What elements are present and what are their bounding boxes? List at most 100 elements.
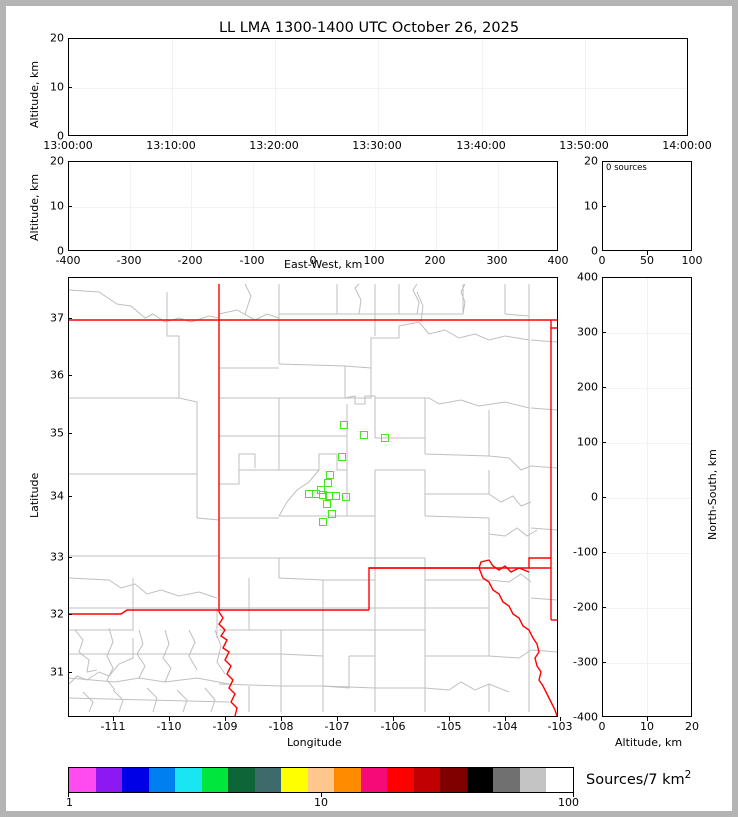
source-marker [360, 431, 368, 439]
axis-tick-label: -110 [156, 720, 182, 733]
axis-tick-mark [68, 614, 72, 615]
source-marker [338, 453, 346, 461]
gridline [275, 39, 276, 135]
axis-tick-mark [602, 497, 606, 498]
axis-tick-label: -400 [573, 710, 598, 724]
gridline [482, 39, 483, 135]
axis-tick-label: 10 [50, 199, 64, 213]
axis-tick-mark [68, 318, 72, 319]
axis-tick-mark [449, 717, 450, 721]
axis-tick-label: 13:30:00 [352, 139, 402, 152]
axis-tick-label: 0 [591, 490, 598, 504]
gridline [378, 39, 379, 135]
source-marker [324, 479, 332, 487]
axis-tick-label: 10 [584, 199, 598, 213]
axis-tick-label: 0 [57, 129, 64, 143]
axis-tick-label: 300 [577, 325, 598, 339]
colorbar-segment [69, 768, 96, 792]
colorbar-segment [519, 768, 547, 792]
axis-tick-label: 10 [50, 80, 64, 94]
gridline [130, 162, 131, 250]
colorbar-segment [122, 768, 149, 792]
axis-tick-mark [647, 717, 648, 721]
axis-tick-mark [68, 375, 72, 376]
axis-tick-label: 35 [50, 426, 64, 440]
colorbar-segment [493, 768, 520, 792]
axis-tick-label: 31 [50, 665, 64, 679]
axis-tick-mark [281, 717, 282, 721]
axis-tick-label: 0 [598, 254, 606, 267]
axis-tick-label: 32 [50, 607, 64, 621]
gridline [253, 162, 254, 250]
panel-time-altitude[interactable] [68, 38, 688, 136]
source-marker [381, 434, 389, 442]
colorbar-segment [254, 768, 282, 792]
colorbar-title-exponent: 2 [684, 769, 692, 781]
axis-tick-label: 13:50:00 [559, 139, 609, 152]
colorbar-segment [95, 768, 123, 792]
colorbar-segment [387, 768, 414, 792]
axis-title-x: Altitude, km [615, 736, 683, 749]
axis-tick-label: -100 [239, 254, 265, 267]
axis-tick-mark [68, 433, 72, 434]
colorbar-segment [413, 768, 441, 792]
source-marker [332, 492, 340, 500]
panel-altitude-histogram[interactable]: 0 sources [602, 161, 692, 251]
axis-tick-label: -200 [177, 254, 203, 267]
axis-title-y: Altitude, km [28, 60, 41, 128]
source-count-label: 0 sources [606, 163, 647, 173]
axis-tick-label: 13:10:00 [146, 139, 196, 152]
panel-altitude-northsouth[interactable] [602, 277, 692, 717]
axis-tick-label: -107 [324, 720, 350, 733]
gridline [191, 162, 192, 250]
colorbar-title-text: Sources/7 km [586, 771, 685, 788]
axis-tick-mark [602, 662, 606, 663]
axis-tick-label: 400 [547, 254, 569, 267]
source-marker [328, 510, 336, 518]
axis-tick-label: 300 [486, 254, 508, 267]
axis-tick-mark [68, 87, 72, 88]
colorbar-segment [546, 768, 573, 792]
source-marker [340, 421, 348, 429]
axis-tick-label: 33 [50, 550, 64, 564]
colorbar-segment [466, 768, 494, 792]
axis-tick-mark [560, 717, 561, 721]
gridline [498, 162, 499, 250]
panel-eastwest-altitude[interactable] [68, 161, 558, 251]
axis-tick-label: 0 [57, 244, 64, 258]
colorbar[interactable] [68, 767, 574, 793]
panel-map[interactable] [68, 277, 558, 717]
source-marker [323, 500, 331, 508]
colorbar-segment [334, 768, 361, 792]
axis-tick-label: 0 [591, 244, 598, 258]
axis-tick-label: 20 [50, 31, 64, 45]
axis-tick-label: 0 [309, 254, 317, 267]
axis-tick-mark [225, 717, 226, 721]
axis-tick-label: -108 [268, 720, 294, 733]
colorbar-segment [360, 768, 388, 792]
axis-tick-label: 13:00:00 [43, 139, 93, 152]
axis-tick-label: -300 [116, 254, 142, 267]
axis-tick-label: 200 [424, 254, 446, 267]
colorbar-segment [307, 768, 335, 792]
colorbar-segment [148, 768, 176, 792]
axis-title-y-right: North-South, km [706, 449, 719, 540]
page-title: LL LMA 1300-1400 UTC October 26, 2025 [218, 20, 520, 36]
gridline [314, 162, 315, 250]
axis-tick-label: -105 [436, 720, 462, 733]
axis-title-y: Altitude, km [28, 173, 41, 241]
axis-tick-mark [68, 672, 72, 673]
source-marker [319, 491, 327, 499]
source-marker [342, 493, 350, 501]
axis-tick-label: -103 [547, 720, 573, 733]
axis-tick-label: 400 [577, 270, 598, 284]
axis-tick-label: 100 [363, 254, 385, 267]
gridline [172, 39, 173, 135]
axis-tick-mark [393, 717, 394, 721]
axis-tick-label: -400 [55, 254, 81, 267]
axis-tick-label: 14:00:00 [662, 139, 712, 152]
axis-tick-mark [602, 332, 606, 333]
axis-tick-label: -104 [492, 720, 518, 733]
axis-tick-label: 13:40:00 [456, 139, 506, 152]
axis-tick-label: 20 [50, 154, 64, 168]
